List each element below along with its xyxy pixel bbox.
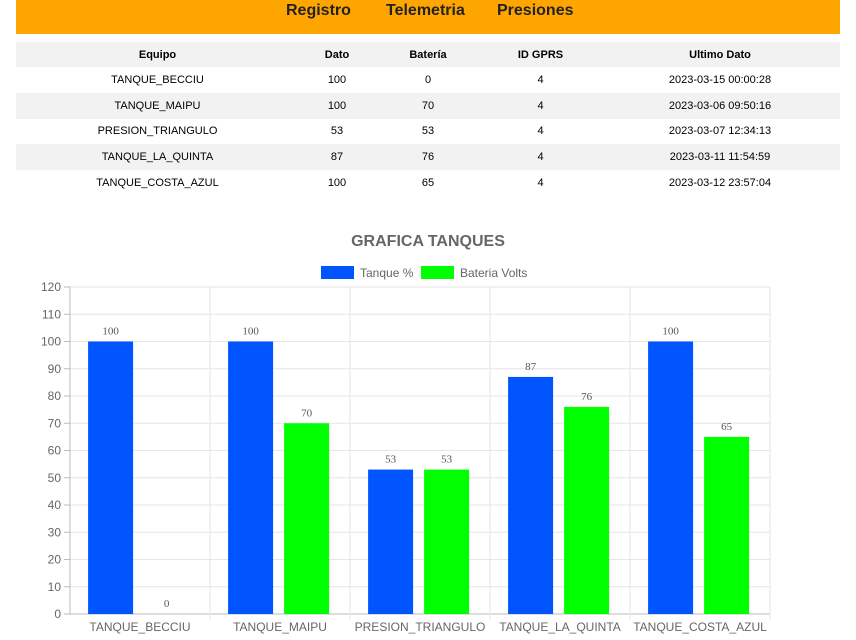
cell-bateria: 76 <box>421 151 435 164</box>
table-row: TANQUE_MAIPU 100 70 4 2023-03-06 09:50:1… <box>16 92 840 119</box>
table-row: TANQUE_LA_QUINTA 87 76 4 2023-03-11 11:5… <box>16 144 840 171</box>
bar-tanque <box>88 341 134 614</box>
tanques-chart: GRAFICA TANQUES 0 10 20 30 40 50 60 70 80 90 100 11… <box>0 226 856 640</box>
y-tick-label: 40 <box>48 498 62 512</box>
y-tick-label: 70 <box>48 416 62 430</box>
x-tick-label: PRESION_TRIANGULO <box>355 620 486 634</box>
top-nav-bar: Registro Telemetria Presiones <box>16 0 840 34</box>
table-header-row: Equipo Dato Batería ID GPRS Ultimo Dato <box>16 42 840 67</box>
data-label: 100 <box>242 326 259 338</box>
bar-tanque <box>228 341 274 614</box>
cell-ultimo-dato: 2023-03-15 00:00:28 <box>668 73 772 86</box>
cell-dato: 100 <box>327 73 347 86</box>
column-header-ultimo-dato: Ultimo Dato <box>689 48 751 61</box>
legend-label: Bateria Volts <box>460 266 527 280</box>
bar-bateria <box>284 423 330 614</box>
cell-id-gprs: 4 <box>537 73 544 86</box>
cell-equipo: TANQUE_MAIPU <box>114 99 201 112</box>
y-tick-label: 20 <box>48 553 62 567</box>
bar-bateria <box>704 436 750 614</box>
column-header-bateria: Batería <box>409 48 447 61</box>
y-tick-label: 100 <box>41 335 61 349</box>
column-header-equipo: Equipo <box>138 48 177 61</box>
cell-dato: 87 <box>330 151 344 164</box>
data-label: 0 <box>164 598 170 610</box>
cell-id-gprs: 4 <box>537 99 544 112</box>
cell-id-gprs: 4 <box>537 177 544 190</box>
data-label: 53 <box>441 454 453 466</box>
y-tick-label: 90 <box>48 362 62 376</box>
data-label: 100 <box>102 326 119 338</box>
legend-label: Tanque % <box>360 266 414 280</box>
bar-tanque <box>648 341 694 614</box>
cell-bateria: 70 <box>421 99 435 112</box>
cell-ultimo-dato: 2023-03-11 11:54:59 <box>669 151 771 164</box>
equipment-table: Equipo Dato Batería ID GPRS Ultimo Dato … <box>16 42 840 196</box>
data-label: 100 <box>662 326 679 338</box>
legend-swatch <box>321 266 354 279</box>
nav-link-telemetria[interactable]: Telemetria <box>386 2 465 19</box>
bar-tanque <box>368 469 414 614</box>
column-header-id-gprs: ID GPRS <box>517 48 564 61</box>
x-tick-label: TANQUE_MAIPU <box>233 620 327 634</box>
x-tick-label: TANQUE_LA_QUINTA <box>499 620 621 634</box>
bar-bateria <box>424 469 470 614</box>
data-label: 53 <box>385 454 397 466</box>
table-row: TANQUE_BECCIU 100 0 4 2023-03-15 00:00:2… <box>16 67 840 93</box>
column-header-dato: Dato <box>324 48 350 61</box>
y-tick-label: 50 <box>48 471 62 485</box>
y-tick-label: 60 <box>48 444 62 458</box>
bar-tanque <box>508 376 554 614</box>
cell-bateria: 53 <box>421 125 435 138</box>
y-tick-label: 30 <box>48 525 62 539</box>
chart-title: GRAFICA TANQUES <box>351 233 505 250</box>
cell-ultimo-dato: 2023-03-12 23:57:04 <box>668 177 772 190</box>
y-tick-label: 120 <box>41 280 61 294</box>
data-label: 76 <box>581 391 593 403</box>
y-tick-label: 0 <box>54 607 61 621</box>
cell-id-gprs: 4 <box>537 151 544 164</box>
cell-dato: 53 <box>330 125 344 138</box>
cell-id-gprs: 4 <box>537 125 544 138</box>
cell-ultimo-dato: 2023-03-06 09:50:16 <box>668 99 772 112</box>
cell-equipo: TANQUE_COSTA_AZUL <box>96 177 219 190</box>
cell-equipo: TANQUE_BECCIU <box>111 73 204 86</box>
cell-bateria: 65 <box>421 177 435 190</box>
data-label: 87 <box>525 361 537 373</box>
cell-dato: 100 <box>327 177 347 190</box>
cell-ultimo-dato: 2023-03-07 12:34:13 <box>668 125 772 138</box>
cell-bateria: 0 <box>424 73 432 86</box>
y-tick-label: 80 <box>48 389 62 403</box>
table-row: TANQUE_COSTA_AZUL 100 65 4 2023-03-12 23… <box>16 170 840 196</box>
nav-link-presiones[interactable]: Presiones <box>497 2 574 19</box>
data-label: 65 <box>721 421 733 433</box>
bar-bateria <box>564 406 610 614</box>
y-tick-label: 10 <box>48 580 62 594</box>
bar-chart-svg: 0 10 20 30 40 50 60 70 80 90 100 110 120 100 0 TANQUE_B… <box>41 266 771 634</box>
cell-equipo: TANQUE_LA_QUINTA <box>101 151 214 164</box>
legend-swatch <box>421 266 454 279</box>
data-label: 70 <box>301 407 313 419</box>
cell-dato: 100 <box>327 99 347 112</box>
y-tick-label: 110 <box>42 307 61 321</box>
x-tick-label: TANQUE_BECCIU <box>89 620 190 634</box>
x-tick-label: TANQUE_COSTA_AZUL <box>633 620 767 634</box>
table-row: PRESION_TRIANGULO 53 53 4 2023-03-07 12:… <box>16 119 840 145</box>
nav-link-registro[interactable]: Registro <box>286 2 351 19</box>
cell-equipo: PRESION_TRIANGULO <box>97 125 218 138</box>
